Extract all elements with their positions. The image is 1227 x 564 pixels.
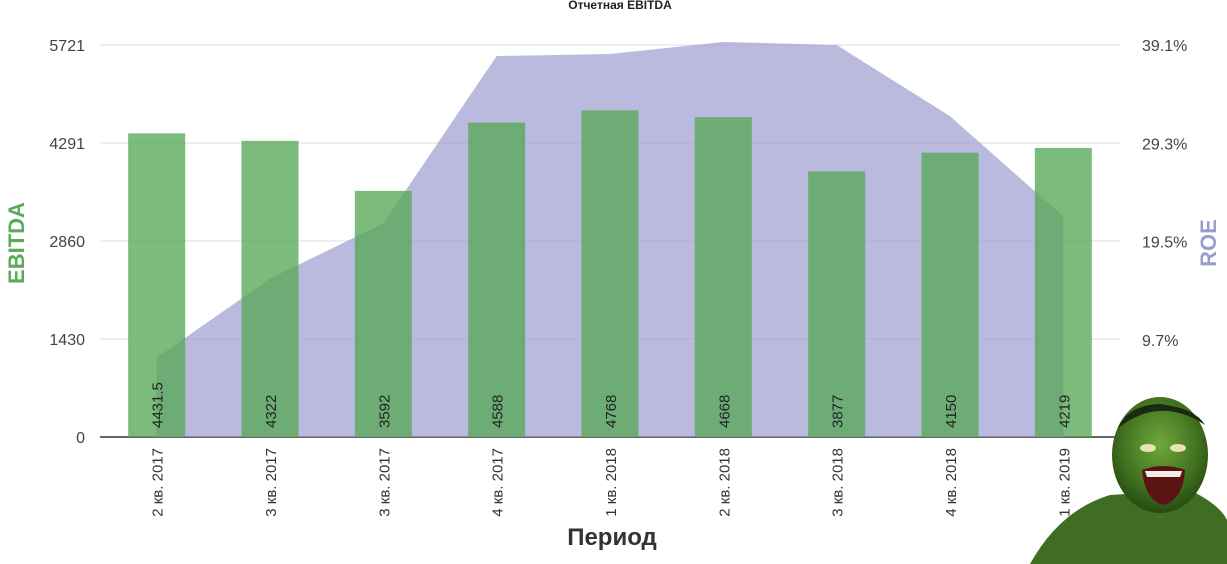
left-tick-label: 2860 xyxy=(49,234,85,251)
category-label: 4 кв. 2018 xyxy=(943,448,960,517)
category-label: 3 кв. 2018 xyxy=(830,448,847,517)
ebitda-bar xyxy=(694,117,752,437)
ebitda-bar xyxy=(808,171,866,437)
ebitda-bar xyxy=(1034,147,1092,438)
bar-value-label: 4588 xyxy=(490,395,507,428)
ebitda-bar xyxy=(581,110,639,437)
chart-title: Отчетная EBITDA xyxy=(568,0,672,12)
category-label: 2 кв. 2017 xyxy=(150,448,167,517)
left-tick-label: 0 xyxy=(76,430,85,447)
category-label: 2 кв. 2018 xyxy=(716,448,733,517)
bar-value-label: 4431.5 xyxy=(150,382,167,428)
bar-value-label: 3877 xyxy=(830,395,847,428)
category-label: 4 кв. 2017 xyxy=(490,448,507,517)
ebitda-bar xyxy=(354,190,412,437)
left-tick-label: 5721 xyxy=(49,38,85,55)
ebitda-bar xyxy=(128,133,186,437)
bar-value-label: 4768 xyxy=(603,395,620,428)
left-tick-label: 4291 xyxy=(49,136,85,153)
category-label: 3 кв. 2017 xyxy=(376,448,393,517)
category-labels: 2 кв. 2017 3 кв. 2017 3 кв. 2017 4 кв. 2017… xyxy=(150,448,1074,517)
category-label: 1 кв. 2019 xyxy=(1056,448,1073,517)
hulk-mascot-icon xyxy=(1030,397,1227,564)
x-axis-title: Период xyxy=(567,524,657,551)
y-axis-title-ebitda: EBITDA xyxy=(4,202,29,284)
right-tick-label: 39.1% xyxy=(1142,38,1187,55)
right-tick-label: 9.7% xyxy=(1142,333,1178,350)
bar-value-label: 3592 xyxy=(376,395,393,428)
bar-value-label: 4150 xyxy=(943,395,960,428)
bar-value-labels: 4431.5 4322 3592 4588 4768 4668 3877 4150 4219 xyxy=(150,382,1074,428)
ebitda-bar xyxy=(468,122,526,438)
bar-value-label: 4668 xyxy=(716,395,733,428)
ebitda-bar xyxy=(241,140,299,437)
ebitda-bar xyxy=(921,152,979,438)
right-tick-label: 19.5% xyxy=(1142,235,1187,252)
category-label: 1 кв. 2018 xyxy=(603,448,620,517)
ebitda-bars xyxy=(128,110,1092,438)
category-label: 3 кв. 2017 xyxy=(263,448,280,517)
bar-value-label: 4322 xyxy=(263,395,280,428)
bar-value-label: 4219 xyxy=(1056,395,1073,428)
right-tick-label: 29.3% xyxy=(1142,136,1187,153)
y2-axis-title-roe: ROE xyxy=(1196,219,1221,267)
left-tick-label: 1430 xyxy=(49,332,85,349)
left-axis-ticks: 0 1430 2860 4291 5721 xyxy=(49,38,85,447)
right-axis-ticks: 9.7% 19.5% 29.3% 39.1% xyxy=(1142,38,1187,350)
